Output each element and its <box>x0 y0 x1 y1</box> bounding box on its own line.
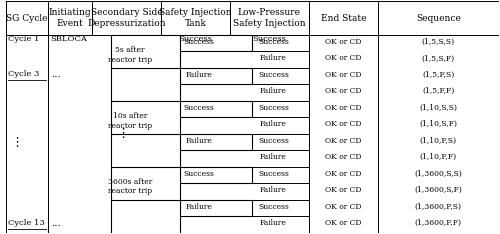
Text: (1,10,S,S): (1,10,S,S) <box>419 104 457 112</box>
Text: 3600s after
reactor trip: 3600s after reactor trip <box>108 178 152 195</box>
Text: Cycle 1: Cycle 1 <box>8 35 39 43</box>
Text: Failure: Failure <box>260 120 287 128</box>
Text: Safety Injection
Tank: Safety Injection Tank <box>159 8 232 28</box>
Text: Failure: Failure <box>260 153 287 161</box>
Text: Low-Pressure
Safety Injection: Low-Pressure Safety Injection <box>233 8 306 28</box>
Text: Failure: Failure <box>260 219 287 227</box>
Text: Failure: Failure <box>186 137 212 145</box>
Text: (1,3600,S,F): (1,3600,S,F) <box>414 186 462 194</box>
Text: (1,5,F,F): (1,5,F,F) <box>422 87 454 95</box>
Text: OK or CD: OK or CD <box>325 137 362 145</box>
Text: ⋮: ⋮ <box>10 135 24 149</box>
Text: 10s after
reactor trip: 10s after reactor trip <box>108 112 152 130</box>
Text: (1,3600,F,F): (1,3600,F,F) <box>414 219 462 227</box>
Text: Failure: Failure <box>260 87 287 95</box>
Text: ...: ... <box>52 70 62 79</box>
Text: SG Cycle: SG Cycle <box>6 14 48 23</box>
Text: Success: Success <box>258 203 289 211</box>
Text: Failure: Failure <box>260 54 287 62</box>
Text: Cycle 13: Cycle 13 <box>8 219 44 227</box>
Text: OK or CD: OK or CD <box>325 38 362 46</box>
Text: (1,5,S,S): (1,5,S,S) <box>422 38 455 46</box>
Text: (1,3600,F,S): (1,3600,F,S) <box>414 203 462 211</box>
Text: Success: Success <box>258 104 289 112</box>
Text: OK or CD: OK or CD <box>325 54 362 62</box>
Text: 5s after
reactor trip: 5s after reactor trip <box>108 46 152 64</box>
Text: Secondary Side
Depressurization: Secondary Side Depressurization <box>87 8 166 28</box>
Text: (1,10,F,S): (1,10,F,S) <box>420 137 457 145</box>
Text: Success: Success <box>252 35 286 43</box>
Text: Success: Success <box>178 35 212 43</box>
Text: OK or CD: OK or CD <box>325 153 362 161</box>
Text: (1,5,S,F): (1,5,S,F) <box>422 54 455 62</box>
Text: SBLOCA: SBLOCA <box>50 35 87 43</box>
Text: Cycle 3: Cycle 3 <box>8 70 39 78</box>
Text: (1,10,S,F): (1,10,S,F) <box>419 120 457 128</box>
Text: Initiating
Event: Initiating Event <box>48 8 91 28</box>
Text: OK or CD: OK or CD <box>325 203 362 211</box>
Text: (1,3600,S,S): (1,3600,S,S) <box>414 170 462 178</box>
Text: Success: Success <box>184 170 214 178</box>
Text: Success: Success <box>258 170 289 178</box>
Text: ⋮: ⋮ <box>116 127 130 140</box>
Text: End State: End State <box>320 14 366 23</box>
Text: ...: ... <box>52 219 62 228</box>
Text: OK or CD: OK or CD <box>325 120 362 128</box>
Text: Success: Success <box>258 137 289 145</box>
Text: OK or CD: OK or CD <box>325 186 362 194</box>
Text: Sequence: Sequence <box>416 14 461 23</box>
Text: Success: Success <box>184 104 214 112</box>
Text: OK or CD: OK or CD <box>325 71 362 79</box>
Text: Success: Success <box>258 71 289 79</box>
Text: OK or CD: OK or CD <box>325 219 362 227</box>
Text: OK or CD: OK or CD <box>325 104 362 112</box>
Text: (1,10,F,F): (1,10,F,F) <box>420 153 457 161</box>
Text: (1,5,F,S): (1,5,F,S) <box>422 71 454 79</box>
Text: OK or CD: OK or CD <box>325 87 362 95</box>
Text: OK or CD: OK or CD <box>325 170 362 178</box>
Text: Success: Success <box>258 38 289 46</box>
Text: Failure: Failure <box>260 186 287 194</box>
Text: Failure: Failure <box>186 71 212 79</box>
Text: Failure: Failure <box>186 203 212 211</box>
Text: Success: Success <box>184 38 214 46</box>
